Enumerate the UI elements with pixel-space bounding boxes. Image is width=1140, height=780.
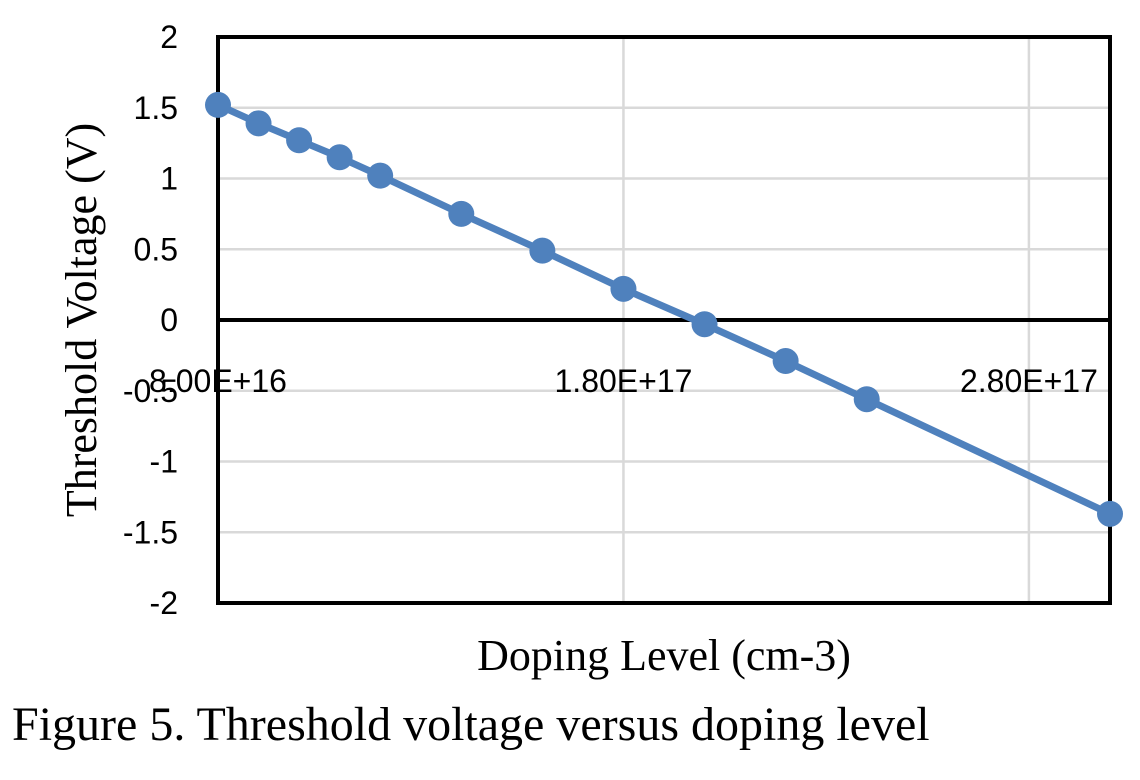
data-point <box>691 311 718 338</box>
y-tick-label: 0 <box>160 302 178 338</box>
y-tick-labels: 2 1.5 1 0.5 0 -0.5 -1 -1.5 -2 <box>123 19 178 621</box>
x-tick-label: 8.00E+16 <box>149 363 287 399</box>
y-tick-label: -2 <box>150 585 178 621</box>
data-point <box>853 386 880 413</box>
y-tick-label: -1 <box>150 444 178 480</box>
data-series <box>205 91 1123 527</box>
data-point <box>245 110 272 137</box>
y-tick-label: 1 <box>160 161 178 197</box>
data-point <box>367 162 394 189</box>
y-tick-label: -0.5 <box>123 373 178 409</box>
data-point <box>326 144 353 171</box>
data-point <box>529 237 556 264</box>
data-point <box>610 275 637 302</box>
figure-caption: Figure 5. Threshold voltage versus dopin… <box>12 698 930 751</box>
y-tick-label: 2 <box>160 19 178 55</box>
data-point <box>1097 500 1123 527</box>
x-tick-label: 1.80E+17 <box>555 363 693 399</box>
y-tick-label: 0.5 <box>134 231 178 267</box>
x-axis-title: Doping Level (cm-3) <box>477 631 851 680</box>
x-tick-labels: 8.00E+16 1.80E+17 2.80E+17 <box>149 363 1098 399</box>
data-point <box>205 91 231 118</box>
data-point <box>286 127 313 154</box>
y-axis-title: Threshold Voltage (V) <box>57 123 106 517</box>
y-tick-label: 1.5 <box>134 90 178 126</box>
x-tick-label: 2.80E+17 <box>960 363 1098 399</box>
data-point <box>772 348 799 375</box>
y-tick-label: -1.5 <box>123 514 178 550</box>
data-point <box>448 200 475 227</box>
axes <box>216 35 1112 605</box>
